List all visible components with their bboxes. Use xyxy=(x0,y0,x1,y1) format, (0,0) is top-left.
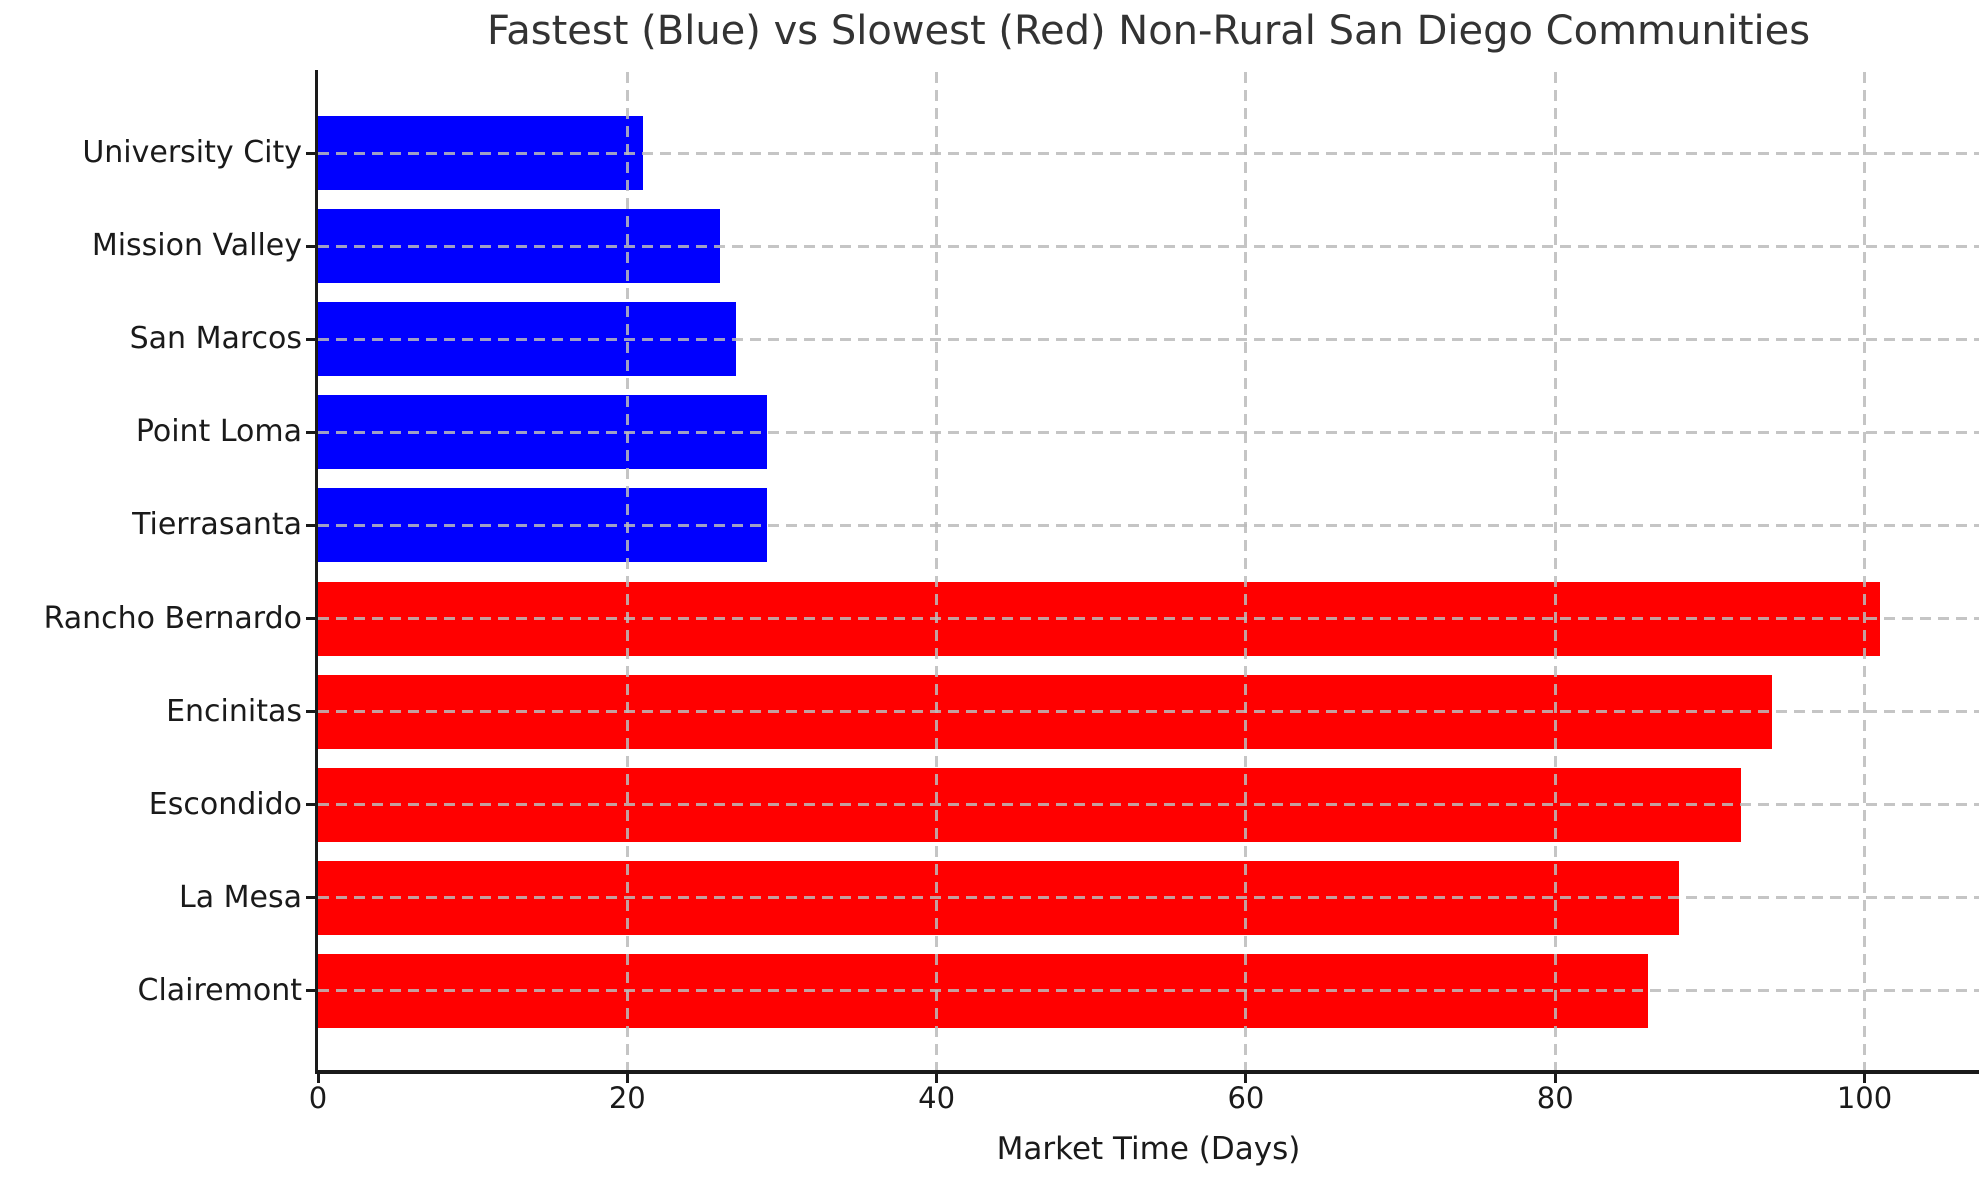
gridline-vertical xyxy=(1553,72,1557,1070)
gridline-vertical xyxy=(935,72,939,1070)
x-tick-label: 20 xyxy=(608,1081,646,1115)
x-tick-label: 40 xyxy=(918,1081,956,1115)
y-tick-label: Rancho Bernardo xyxy=(43,600,302,636)
x-tick-mark xyxy=(625,1074,629,1083)
y-axis-spine xyxy=(315,70,318,1074)
y-tick-label: University City xyxy=(82,135,302,170)
x-tick-mark xyxy=(1863,1074,1867,1083)
y-tick-mark xyxy=(306,617,316,620)
x-tick-label: 100 xyxy=(1836,1081,1893,1115)
gridline-horizontal xyxy=(318,617,1979,620)
y-tick-mark xyxy=(306,710,316,714)
y-tick-label: Mission Valley xyxy=(91,228,302,264)
gridline-horizontal xyxy=(318,244,1979,248)
gridline-vertical xyxy=(1863,72,1867,1070)
y-tick-label: San Marcos xyxy=(129,321,302,357)
gridline-horizontal xyxy=(318,896,1979,900)
gridline-horizontal xyxy=(318,430,1979,434)
y-tick-mark xyxy=(306,523,316,527)
gridline-vertical xyxy=(1244,72,1248,1070)
x-tick-label: 80 xyxy=(1536,1081,1574,1115)
x-axis-spine xyxy=(315,1070,1979,1074)
gridline-horizontal xyxy=(318,989,1979,993)
gridline-horizontal xyxy=(318,523,1979,527)
x-axis-label: Market Time (Days) xyxy=(996,1131,1301,1167)
y-tick-mark xyxy=(306,896,316,900)
y-tick-mark xyxy=(306,151,316,155)
plot-area xyxy=(318,72,1979,1070)
y-tick-mark xyxy=(306,430,316,434)
x-tick-label: 0 xyxy=(308,1081,328,1115)
y-tick-label: Point Loma xyxy=(135,414,302,450)
y-tick-label: Clairemont xyxy=(137,972,303,1008)
y-tick-label: La Mesa xyxy=(179,879,302,915)
y-tick-label: Tierrasanta xyxy=(132,507,302,543)
y-tick-label: Escondido xyxy=(148,786,302,822)
y-tick-mark xyxy=(306,803,316,807)
y-tick-mark xyxy=(306,989,316,993)
y-tick-mark xyxy=(306,244,316,248)
x-tick-mark xyxy=(1244,1074,1248,1083)
gridline-horizontal xyxy=(318,710,1979,714)
gridline-horizontal xyxy=(318,151,1979,155)
gridline-vertical xyxy=(625,72,629,1070)
x-tick-mark xyxy=(935,1074,939,1083)
gridline-horizontal xyxy=(318,337,1979,341)
x-tick-mark xyxy=(1553,1074,1557,1083)
chart-title: Fastest (Blue) vs Slowest (Red) Non-Rura… xyxy=(486,8,1811,54)
gridline-horizontal xyxy=(318,803,1979,807)
x-tick-label: 60 xyxy=(1227,1081,1265,1115)
y-tick-label: Encinitas xyxy=(166,693,302,729)
x-tick-mark xyxy=(316,1074,320,1083)
y-tick-mark xyxy=(306,337,316,341)
